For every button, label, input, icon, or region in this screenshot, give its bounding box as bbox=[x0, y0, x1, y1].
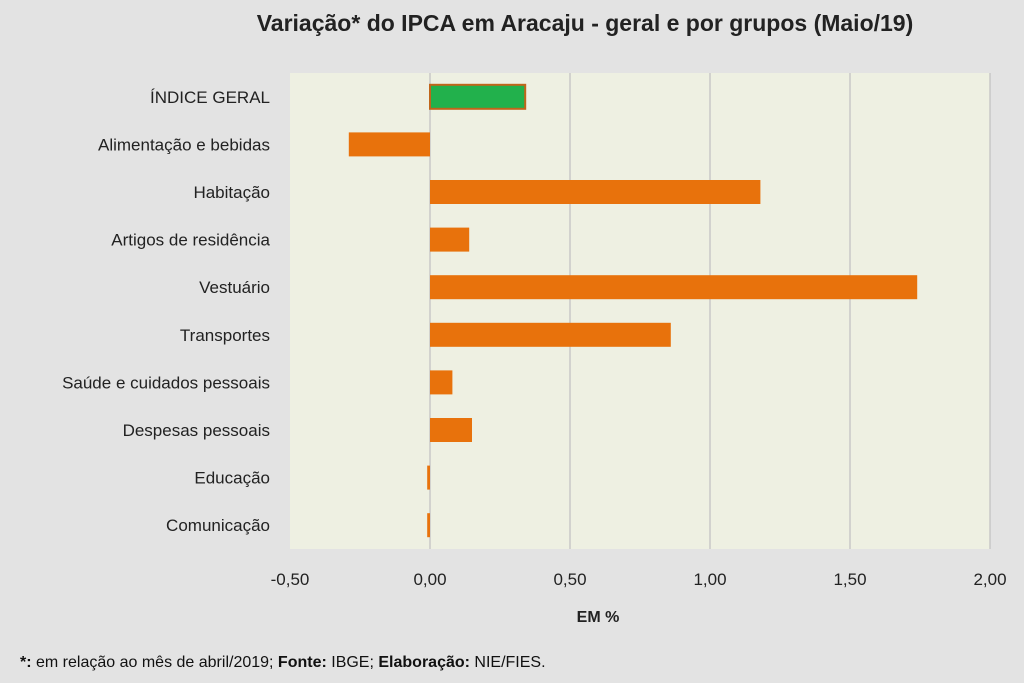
category-label: Alimentação e bebidas bbox=[98, 135, 270, 154]
chart-title: Variação* do IPCA em Aracaju - geral e p… bbox=[256, 10, 914, 36]
category-label: Transportes bbox=[180, 326, 270, 345]
footnote: *: em relação ao mês de abril/2019; Font… bbox=[20, 654, 546, 672]
bars bbox=[348, 83, 918, 538]
bar bbox=[430, 322, 671, 347]
category-label: Habitação bbox=[193, 183, 270, 202]
bar bbox=[429, 83, 527, 110]
category-label: Saúde e cuidados pessoais bbox=[62, 373, 270, 392]
footnote-elaboration-label: Elaboração: bbox=[378, 654, 470, 671]
category-label: Despesas pessoais bbox=[123, 421, 270, 440]
footnote-text-1: em relação ao mês de abril/2019; bbox=[31, 654, 278, 671]
bar bbox=[430, 180, 761, 204]
category-labels: ÍNDICE GERAL Alimentação e bebidas Habitaç… bbox=[62, 88, 270, 535]
x-tick-labels: -0,50 0,00 0,50 1,00 1,50 2,00 bbox=[271, 570, 1007, 589]
footnote-text-3: NIE/FIES. bbox=[469, 654, 546, 671]
bar bbox=[430, 227, 470, 252]
category-label: Vestuário bbox=[199, 278, 270, 297]
bar bbox=[427, 465, 430, 490]
bar bbox=[430, 370, 453, 395]
x-tick-label: -0,50 bbox=[271, 570, 310, 589]
x-tick-label: 0,00 bbox=[413, 570, 446, 589]
footnote-source-label: Fonte: bbox=[277, 654, 327, 671]
footnote-text-2: IBGE; bbox=[326, 654, 379, 671]
x-axis-title: EM % bbox=[577, 609, 620, 626]
x-tick-label: 1,50 bbox=[833, 570, 866, 589]
x-tick-label: 2,00 bbox=[973, 570, 1006, 589]
bar bbox=[430, 418, 472, 442]
category-label: ÍNDICE GERAL bbox=[150, 88, 270, 107]
bar bbox=[430, 275, 918, 300]
x-tick-label: 0,50 bbox=[553, 570, 586, 589]
footnote-star: *: bbox=[20, 654, 32, 671]
bar bbox=[348, 132, 430, 157]
category-label: Artigos de residência bbox=[111, 231, 270, 250]
category-label: Comunicação bbox=[166, 516, 270, 535]
bar bbox=[427, 513, 430, 538]
category-label: Educação bbox=[194, 469, 270, 488]
x-tick-label: 1,00 bbox=[693, 570, 726, 589]
